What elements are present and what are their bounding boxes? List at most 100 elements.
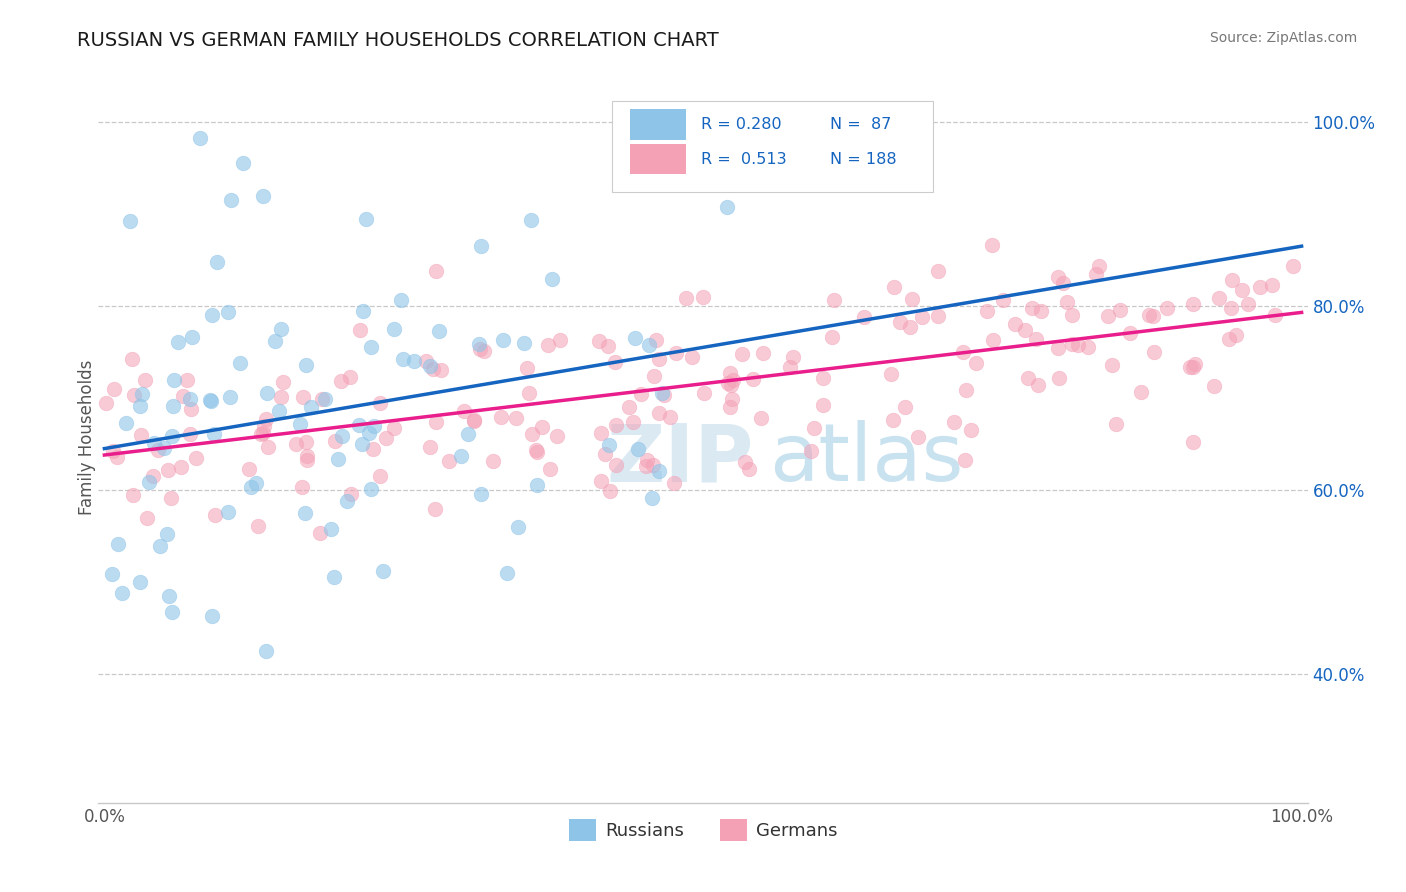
Point (821, 329, 844, 343)
Point (1178, 359, 1201, 374)
Point (720, 366, 742, 380)
Point (952, 344, 974, 359)
Point (221, 193, 243, 207)
Point (647, 465, 669, 479)
Point (360, 482, 382, 496)
Point (662, 476, 685, 491)
Point (811, 371, 834, 385)
Point (101, 444, 124, 458)
Point (162, 429, 184, 443)
Point (239, 480, 262, 494)
Point (202, 427, 225, 442)
Point (439, 454, 461, 468)
Point (359, 426, 381, 441)
Point (516, 360, 538, 375)
Point (294, 506, 316, 520)
Point (526, 478, 548, 492)
Point (419, 359, 441, 374)
Point (295, 452, 318, 467)
Point (976, 303, 998, 318)
Point (1208, 291, 1230, 305)
Point (1025, 332, 1047, 346)
Point (252, 425, 274, 440)
Point (981, 333, 1004, 347)
Point (880, 368, 903, 382)
Point (513, 335, 536, 350)
Point (823, 293, 845, 307)
Point (692, 290, 714, 304)
FancyBboxPatch shape (630, 144, 686, 175)
Point (374, 430, 396, 444)
Point (751, 345, 773, 359)
Point (959, 423, 981, 437)
Point (942, 415, 965, 429)
Point (131, 387, 153, 401)
Point (1261, 278, 1284, 293)
Point (94, 396, 117, 410)
Point (955, 384, 977, 398)
Point (457, 427, 479, 442)
Point (354, 211, 377, 226)
Point (267, 404, 290, 418)
Point (1017, 371, 1039, 385)
Point (1181, 359, 1204, 374)
Point (114, 416, 136, 430)
Point (718, 400, 741, 414)
Point (505, 410, 527, 425)
Point (105, 450, 128, 464)
Point (336, 494, 359, 508)
Point (1143, 344, 1166, 359)
Point (339, 370, 361, 384)
Point (352, 304, 374, 318)
Point (323, 434, 346, 448)
Point (1181, 435, 1204, 450)
Point (142, 468, 165, 483)
Point (1085, 267, 1108, 281)
Point (163, 373, 186, 387)
Point (693, 386, 716, 401)
Point (349, 323, 371, 337)
Point (524, 442, 547, 457)
Point (911, 310, 934, 324)
Point (1137, 308, 1160, 322)
Point (598, 437, 620, 451)
Point (630, 386, 652, 401)
Point (201, 308, 224, 322)
Point (1046, 341, 1069, 355)
Point (734, 455, 756, 469)
Point (136, 511, 159, 525)
Point (149, 539, 172, 553)
Point (142, 436, 165, 450)
Point (782, 351, 804, 365)
Point (658, 409, 681, 424)
Point (118, 214, 141, 228)
Point (721, 392, 744, 406)
Point (643, 458, 665, 473)
Point (517, 385, 540, 400)
Point (330, 429, 353, 443)
Point (288, 417, 311, 432)
Point (423, 502, 446, 516)
Point (636, 452, 658, 467)
Point (1097, 309, 1119, 323)
Point (482, 454, 505, 468)
Point (232, 156, 254, 170)
Point (1182, 297, 1205, 311)
Point (422, 361, 444, 376)
Point (599, 484, 621, 499)
Point (450, 449, 472, 463)
Point (350, 436, 373, 450)
Point (180, 329, 202, 343)
Point (1156, 301, 1178, 316)
Point (470, 239, 492, 253)
Point (603, 355, 626, 369)
Point (129, 428, 152, 442)
Point (621, 415, 644, 429)
Point (463, 413, 485, 427)
Point (716, 200, 738, 214)
Point (1202, 379, 1225, 393)
Point (402, 354, 425, 368)
Point (1047, 371, 1070, 385)
Legend: Russians, Germans: Russians, Germans (561, 812, 845, 848)
Point (347, 417, 370, 432)
